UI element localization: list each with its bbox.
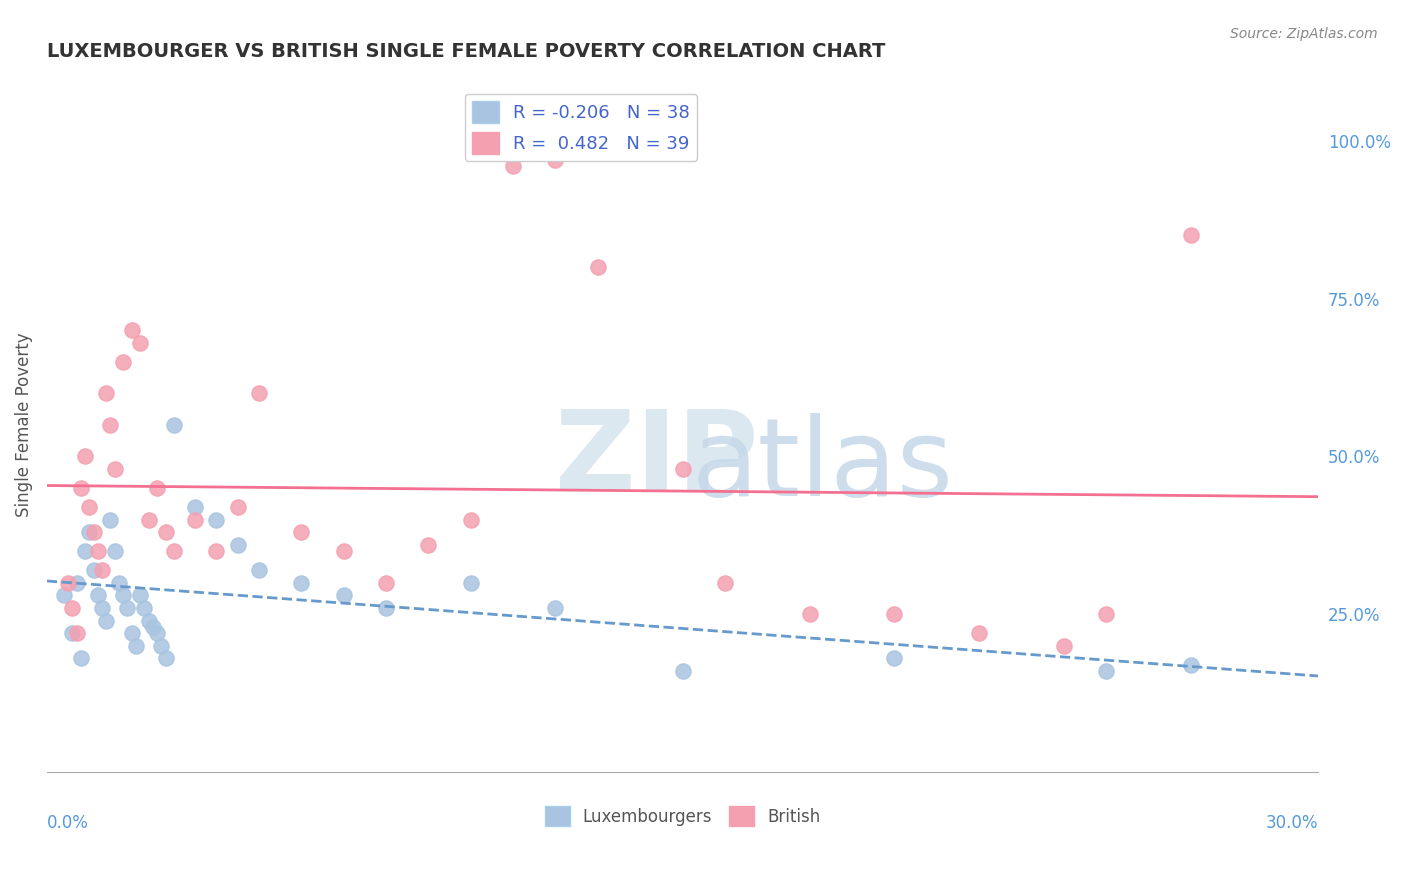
Point xyxy=(586,260,609,274)
Point xyxy=(91,601,114,615)
Point xyxy=(134,601,156,615)
Point xyxy=(544,153,567,167)
Point xyxy=(69,651,91,665)
Point xyxy=(460,575,482,590)
Point xyxy=(60,626,83,640)
Point xyxy=(87,544,110,558)
Point xyxy=(117,601,139,615)
Point xyxy=(150,639,173,653)
Text: LUXEMBOURGER VS BRITISH SINGLE FEMALE POVERTY CORRELATION CHART: LUXEMBOURGER VS BRITISH SINGLE FEMALE PO… xyxy=(46,42,886,61)
Point xyxy=(883,607,905,622)
Point xyxy=(138,614,160,628)
Point xyxy=(226,500,249,514)
Legend: Luxembourgers, British: Luxembourgers, British xyxy=(538,799,827,833)
Text: atlas: atlas xyxy=(692,414,953,519)
Point xyxy=(129,588,152,602)
Point xyxy=(1053,639,1076,653)
Text: Source: ZipAtlas.com: Source: ZipAtlas.com xyxy=(1230,27,1378,41)
Point xyxy=(205,512,228,526)
Point xyxy=(104,462,127,476)
Point xyxy=(112,354,135,368)
Point xyxy=(112,588,135,602)
Point xyxy=(125,639,148,653)
Point xyxy=(290,575,312,590)
Point xyxy=(73,544,96,558)
Point xyxy=(967,626,990,640)
Point xyxy=(332,588,354,602)
Point xyxy=(163,544,186,558)
Point xyxy=(138,512,160,526)
Point xyxy=(184,512,207,526)
Text: 0.0%: 0.0% xyxy=(46,814,89,831)
Point xyxy=(155,525,177,540)
Point xyxy=(121,626,143,640)
Point xyxy=(83,563,105,577)
Point xyxy=(91,563,114,577)
Point xyxy=(77,500,100,514)
Point xyxy=(247,386,270,401)
Point xyxy=(83,525,105,540)
Point xyxy=(73,450,96,464)
Point xyxy=(714,575,737,590)
Point xyxy=(226,538,249,552)
Point xyxy=(799,607,821,622)
Point xyxy=(418,538,440,552)
Point xyxy=(290,525,312,540)
Point xyxy=(108,575,131,590)
Point xyxy=(146,626,169,640)
Point xyxy=(374,601,396,615)
Point xyxy=(883,651,905,665)
Point xyxy=(247,563,270,577)
Point xyxy=(77,525,100,540)
Point xyxy=(1180,657,1202,672)
Point xyxy=(52,588,75,602)
Point xyxy=(163,417,186,432)
Point xyxy=(100,512,122,526)
Point xyxy=(1180,228,1202,243)
Point xyxy=(671,664,693,678)
Point xyxy=(129,335,152,350)
Point xyxy=(96,386,118,401)
Point xyxy=(184,500,207,514)
Point xyxy=(155,651,177,665)
Point xyxy=(104,544,127,558)
Point xyxy=(65,626,87,640)
Point xyxy=(121,323,143,337)
Point xyxy=(87,588,110,602)
Point xyxy=(460,512,482,526)
Text: ZIP: ZIP xyxy=(555,406,759,513)
Point xyxy=(502,159,524,173)
Point xyxy=(69,481,91,495)
Y-axis label: Single Female Poverty: Single Female Poverty xyxy=(15,333,32,517)
Text: 30.0%: 30.0% xyxy=(1265,814,1319,831)
Point xyxy=(142,620,165,634)
Point xyxy=(96,614,118,628)
Point xyxy=(544,601,567,615)
Point xyxy=(146,481,169,495)
Point xyxy=(65,575,87,590)
Point xyxy=(1095,607,1118,622)
Point xyxy=(56,575,79,590)
Point xyxy=(60,601,83,615)
Point xyxy=(374,575,396,590)
Point xyxy=(671,462,693,476)
Point xyxy=(100,417,122,432)
Point xyxy=(332,544,354,558)
Point xyxy=(205,544,228,558)
Point xyxy=(1095,664,1118,678)
